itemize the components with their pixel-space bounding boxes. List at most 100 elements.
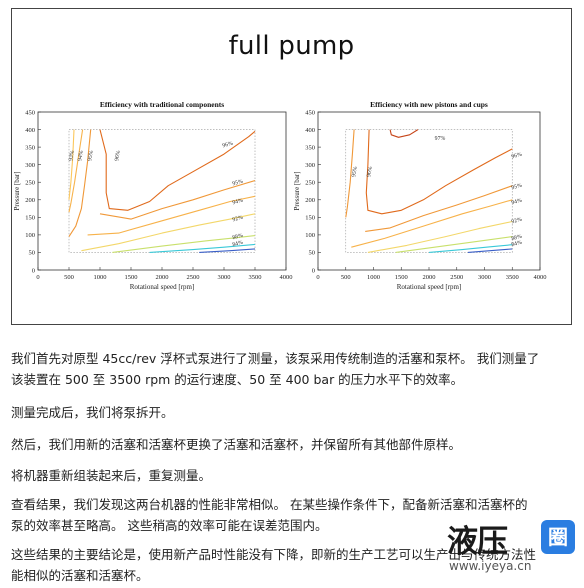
x-tick-label: 2000 xyxy=(156,274,169,281)
paragraph-1: 我们首先对原型 45cc/rev 浮杯式泵进行了测量，该泵采用传统制造的活塞和泵… xyxy=(11,348,571,390)
slide-title: full pump xyxy=(228,31,355,61)
y-tick-label: 200 xyxy=(305,197,315,204)
x-tick-label: 2000 xyxy=(423,274,436,281)
contour-line-94pct xyxy=(68,129,84,213)
paragraph-4-line-1: 将机器重新组装起来后，重复测量。 xyxy=(11,468,212,483)
y-tick-label: 200 xyxy=(25,197,35,204)
contour-line-94pct xyxy=(87,195,256,236)
contour-line-96pct xyxy=(99,129,256,211)
contour-line-80pct xyxy=(467,248,513,253)
x-axis-label: Rotational speed [rpm] xyxy=(397,283,462,291)
x-tick-label: 0 xyxy=(36,274,39,281)
x-tick-label: 2500 xyxy=(450,274,463,281)
chart-title: Efficiency with new pistons and cups xyxy=(370,100,488,109)
y-tick-label: 450 xyxy=(25,109,35,116)
y-tick-label: 50 xyxy=(29,250,36,257)
y-axis-label: Pressure [bar] xyxy=(13,171,21,210)
watermark-text: 液压 xyxy=(447,524,508,560)
x-tick-label: 500 xyxy=(341,274,351,281)
y-tick-label: 100 xyxy=(305,232,315,239)
plot-frame xyxy=(317,111,541,271)
contour-line-84pct xyxy=(428,244,513,253)
watermark-logo: 液压 圈 www.iyeya.cn xyxy=(447,516,577,582)
paragraph-6-line-1: 这些结果的主要结论是，使用新产品时性能没有下降，即新的生产工艺可以生产出与传统方… xyxy=(11,547,537,562)
y-tick-label: 350 xyxy=(305,144,315,151)
x-tick-label: 0 xyxy=(316,274,319,281)
x-tick-label: 1500 xyxy=(125,274,138,281)
x-tick-label: 1000 xyxy=(94,274,107,281)
paragraph-5-line-2: 泵的效率甚至略高。 这些稍高的效率可能在误差范围内。 xyxy=(11,518,328,533)
contour-label: 84% xyxy=(511,240,523,249)
contour-line-97pct xyxy=(389,129,419,138)
contour-label: 93% xyxy=(68,150,76,162)
contour-label: 92% xyxy=(511,217,523,226)
paragraph-3: 然后，我们用新的活塞和活塞杯更换了活塞和活塞杯，并保留所有其他部件原样。 xyxy=(11,434,571,455)
x-tick-label: 500 xyxy=(64,274,74,281)
contour-label: 95% xyxy=(232,179,244,188)
x-tick-label: 2500 xyxy=(187,274,200,281)
contour-label: 94% xyxy=(77,150,85,162)
y-tick-label: 50 xyxy=(309,250,316,257)
y-tick-label: 400 xyxy=(305,127,315,134)
paragraph-5-line-1: 查看结果，我们发现这两台机器的性能非常相似。 在某些操作条件下，配备新活塞和活塞… xyxy=(11,497,528,512)
x-tick-label: 3500 xyxy=(249,274,262,281)
contour-label: 96% xyxy=(366,166,374,178)
x-tick-label: 1500 xyxy=(395,274,408,281)
contour-line-95pct xyxy=(99,179,256,220)
paragraph-1-line-2: 该装置在 500 至 3500 rpm 的运行速度、50 至 400 bar 的… xyxy=(11,372,464,387)
contour-line-95pct xyxy=(345,129,355,218)
paragraph-4: 将机器重新组装起来后，重复测量。 xyxy=(11,465,571,486)
y-tick-label: 300 xyxy=(305,162,315,169)
x-tick-label: 4000 xyxy=(534,274,547,281)
y-tick-label: 400 xyxy=(25,127,35,134)
contour-line-92pct xyxy=(367,220,513,253)
y-axis-label: Pressure [bar] xyxy=(293,171,301,210)
watermark-url: www.iyeya.cn xyxy=(449,559,532,573)
contour-line-93pct xyxy=(68,129,75,200)
contour-line-88pct xyxy=(395,236,513,253)
contour-line-92pct xyxy=(81,213,256,252)
contour-line-94pct xyxy=(351,199,513,248)
y-tick-label: 250 xyxy=(25,180,35,187)
x-tick-label: 3000 xyxy=(478,274,491,281)
contour-label: 88% xyxy=(232,233,244,242)
contour-label: 95% xyxy=(87,150,95,162)
contour-label: 95% xyxy=(351,166,359,178)
contour-label: 84% xyxy=(232,240,244,249)
paragraph-3-line-1: 然后，我们用新的活塞和活塞杯更换了活塞和活塞杯，并保留所有其他部件原样。 xyxy=(11,437,462,452)
y-tick-label: 0 xyxy=(32,267,35,274)
contour-line-95pct xyxy=(365,185,513,232)
contour-label: 94% xyxy=(511,198,523,207)
x-tick-label: 3500 xyxy=(506,274,519,281)
measured-region xyxy=(345,129,513,253)
contour-label: 88% xyxy=(511,234,523,243)
y-tick-label: 250 xyxy=(305,180,315,187)
x-tick-label: 1000 xyxy=(367,274,380,281)
contour-line-80pct xyxy=(199,248,256,253)
contour-label: 96% xyxy=(222,141,234,150)
contour-label: 96% xyxy=(114,150,122,162)
x-axis-label: Rotational speed [rpm] xyxy=(130,283,195,291)
y-tick-label: 150 xyxy=(25,215,35,222)
contour-label: 95% xyxy=(511,183,523,192)
contour-line-84pct xyxy=(149,243,256,253)
watermark-badge: 圈 xyxy=(541,520,575,554)
x-tick-label: 4000 xyxy=(280,274,293,281)
y-tick-label: 450 xyxy=(305,109,315,116)
paragraph-6: 这些结果的主要结论是，使用新产品时性能没有下降，即新的生产工艺可以生产出与传统方… xyxy=(11,544,571,586)
contour-label: 96% xyxy=(511,152,523,161)
y-tick-label: 100 xyxy=(25,232,35,239)
paragraph-1-line-1: 我们首先对原型 45cc/rev 浮杯式泵进行了测量，该泵采用传统制造的活塞和泵… xyxy=(11,351,540,366)
y-tick-label: 300 xyxy=(25,162,35,169)
paragraph-6-line-2: 能相似的活塞和活塞杯。 xyxy=(11,568,149,583)
y-tick-label: 0 xyxy=(312,267,315,274)
x-tick-label: 3000 xyxy=(218,274,231,281)
paragraph-5: 查看结果，我们发现这两台机器的性能非常相似。 在某些操作条件下，配备新活塞和活塞… xyxy=(11,494,571,536)
contour-label: 97% xyxy=(435,136,446,142)
paragraph-2: 测量完成后，我们将泵拆开。 xyxy=(11,402,571,423)
paragraph-2-line-1: 测量完成后，我们将泵拆开。 xyxy=(11,405,174,420)
chart-title: Efficiency with traditional components xyxy=(100,100,224,109)
contour-line-88pct xyxy=(112,235,256,253)
contour-line-95pct xyxy=(68,129,92,237)
